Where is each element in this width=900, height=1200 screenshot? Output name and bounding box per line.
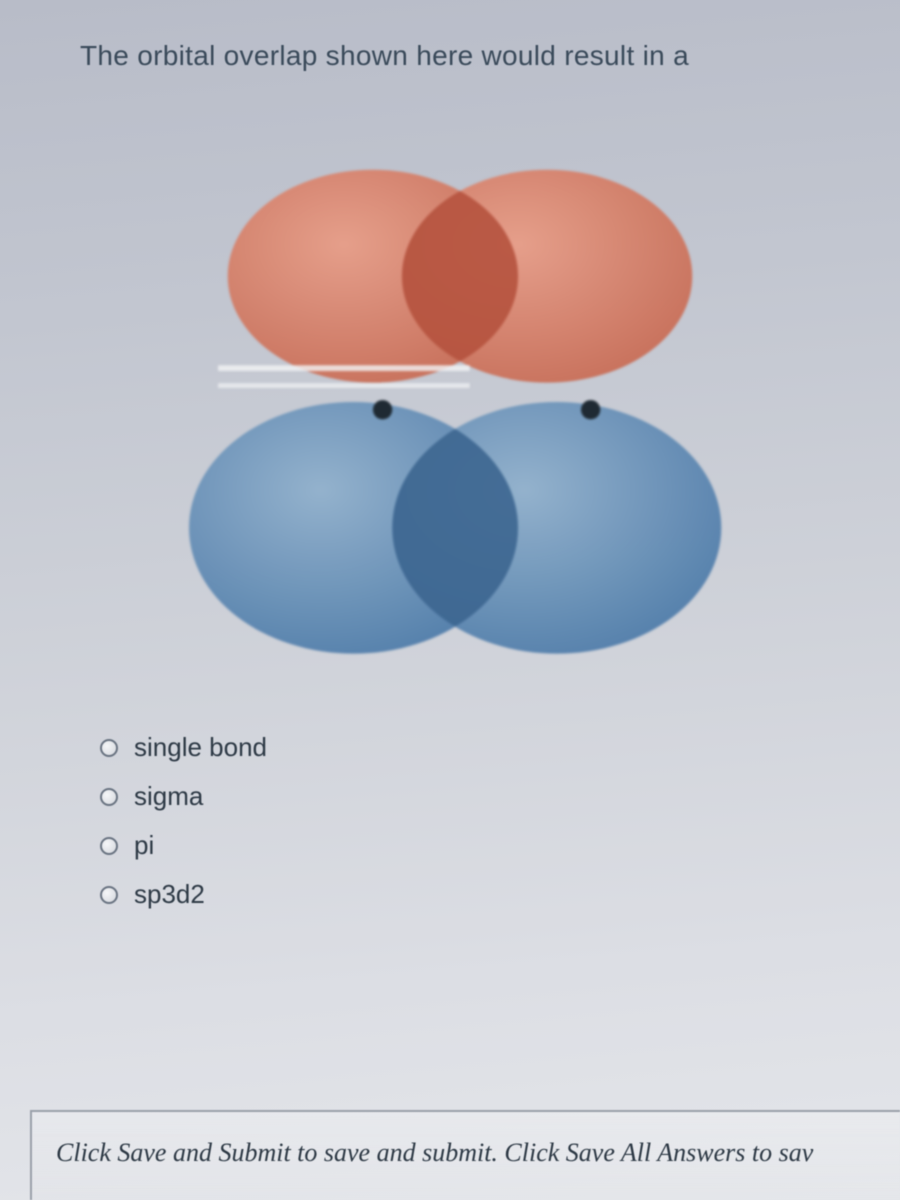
option-label: pi <box>134 830 154 861</box>
option-label: sp3d2 <box>134 879 205 910</box>
option-pi[interactable]: pi <box>100 830 900 861</box>
question-prompt: The orbital overlap shown here would res… <box>80 40 900 72</box>
radio-icon <box>100 837 118 855</box>
radio-icon <box>100 886 118 904</box>
answer-options: single bond sigma pi sp3d2 <box>100 732 900 910</box>
radio-icon <box>100 739 118 757</box>
bottom-lobes <box>189 402 721 654</box>
footer-instructions-box: Click Save and Submit to save and submit… <box>30 1110 900 1200</box>
footer-instructions: Click Save and Submit to save and submit… <box>56 1138 813 1167</box>
option-sp3d2[interactable]: sp3d2 <box>100 879 900 910</box>
orbital-overlap-diagram <box>160 142 760 662</box>
option-label: single bond <box>134 732 267 763</box>
option-sigma[interactable]: sigma <box>100 781 900 812</box>
option-label: sigma <box>134 781 203 812</box>
top-lobes <box>228 170 693 383</box>
radio-icon <box>100 788 118 806</box>
option-single-bond[interactable]: single bond <box>100 732 900 763</box>
